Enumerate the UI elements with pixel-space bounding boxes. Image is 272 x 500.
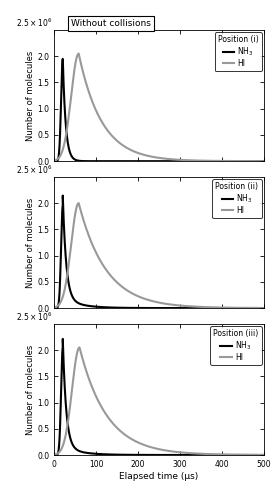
Text: Without collisions: Without collisions (71, 19, 151, 28)
NH$_3$ (91, 450, 94, 456)
HI (53, 305, 56, 311)
HI (262, 452, 265, 458)
NH$_3$ (189, 158, 192, 164)
NH$_3$ (91, 304, 94, 310)
NH$_3$ (61, 192, 64, 198)
NH$_3$ (225, 305, 228, 311)
HI (209, 304, 212, 310)
Text: $2.5\times10^6$: $2.5\times10^6$ (16, 310, 52, 322)
HI (91, 385, 94, 391)
NH$_3$ (61, 336, 64, 342)
HI (209, 451, 212, 457)
Legend: NH$_3$, HI: NH$_3$, HI (210, 326, 262, 365)
HI (91, 99, 94, 105)
Line: HI: HI (54, 203, 264, 308)
HI (189, 158, 192, 164)
Line: NH$_3$: NH$_3$ (54, 59, 264, 161)
Line: HI: HI (54, 348, 264, 455)
NH$_3$ (133, 452, 136, 458)
NH$_3$ (178, 158, 182, 164)
NH$_3$ (133, 158, 136, 164)
Y-axis label: Number of molecules: Number of molecules (26, 198, 35, 288)
HI (53, 452, 56, 458)
NH$_3$ (225, 158, 228, 164)
NH$_3$ (53, 158, 56, 164)
Legend: NH$_3$, HI: NH$_3$, HI (212, 179, 262, 218)
HI (262, 305, 265, 311)
Line: NH$_3$: NH$_3$ (54, 196, 264, 308)
NH$_3$ (262, 158, 265, 164)
NH$_3$ (225, 452, 228, 458)
HI (133, 148, 136, 154)
NH$_3$ (178, 305, 182, 311)
NH$_3$ (189, 452, 192, 458)
NH$_3$ (189, 305, 192, 311)
NH$_3$ (133, 305, 136, 311)
NH$_3$ (262, 452, 265, 458)
NH$_3$ (178, 452, 182, 458)
Line: HI: HI (54, 54, 264, 161)
Text: $2.5\times10^6$: $2.5\times10^6$ (16, 16, 52, 28)
Y-axis label: Number of molecules: Number of molecules (26, 344, 35, 434)
HI (225, 452, 228, 458)
HI (133, 292, 136, 298)
Y-axis label: Number of molecules: Number of molecules (26, 50, 35, 140)
HI (53, 158, 56, 164)
HI (178, 157, 182, 163)
HI (78, 344, 81, 350)
NH$_3$ (53, 305, 56, 311)
HI (262, 158, 265, 164)
HI (178, 450, 182, 456)
HI (133, 438, 136, 444)
HI (178, 302, 182, 308)
NH$_3$ (209, 305, 212, 311)
NH$_3$ (91, 158, 94, 164)
Text: $2.5\times10^6$: $2.5\times10^6$ (16, 163, 52, 175)
NH$_3$ (53, 452, 56, 458)
HI (189, 450, 192, 456)
HI (77, 50, 80, 56)
NH$_3$ (262, 305, 265, 311)
NH$_3$ (209, 158, 212, 164)
Line: NH$_3$: NH$_3$ (54, 339, 264, 455)
HI (225, 304, 228, 310)
HI (189, 304, 192, 310)
HI (209, 158, 212, 164)
Legend: NH$_3$, HI: NH$_3$, HI (215, 32, 262, 71)
HI (91, 242, 94, 248)
HI (225, 158, 228, 164)
X-axis label: Elapsed time (μs): Elapsed time (μs) (119, 472, 199, 480)
NH$_3$ (61, 56, 64, 62)
NH$_3$ (209, 452, 212, 458)
HI (77, 200, 80, 206)
